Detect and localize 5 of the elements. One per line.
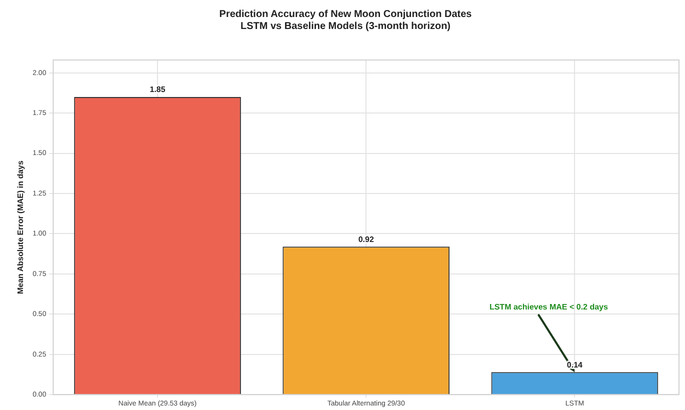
data-label: 0.92 xyxy=(358,234,374,244)
annotation: LSTM achieves MAE < 0.2 days xyxy=(489,302,608,312)
chart-title: Prediction Accuracy of New Moon Conjunction Dates LSTM vs Baseline Models (3-month horizon) xyxy=(219,8,472,32)
y-axis-title: Mean Absolute Error (MAE) in days xyxy=(16,160,26,294)
data-label: 1.85 xyxy=(150,85,166,94)
